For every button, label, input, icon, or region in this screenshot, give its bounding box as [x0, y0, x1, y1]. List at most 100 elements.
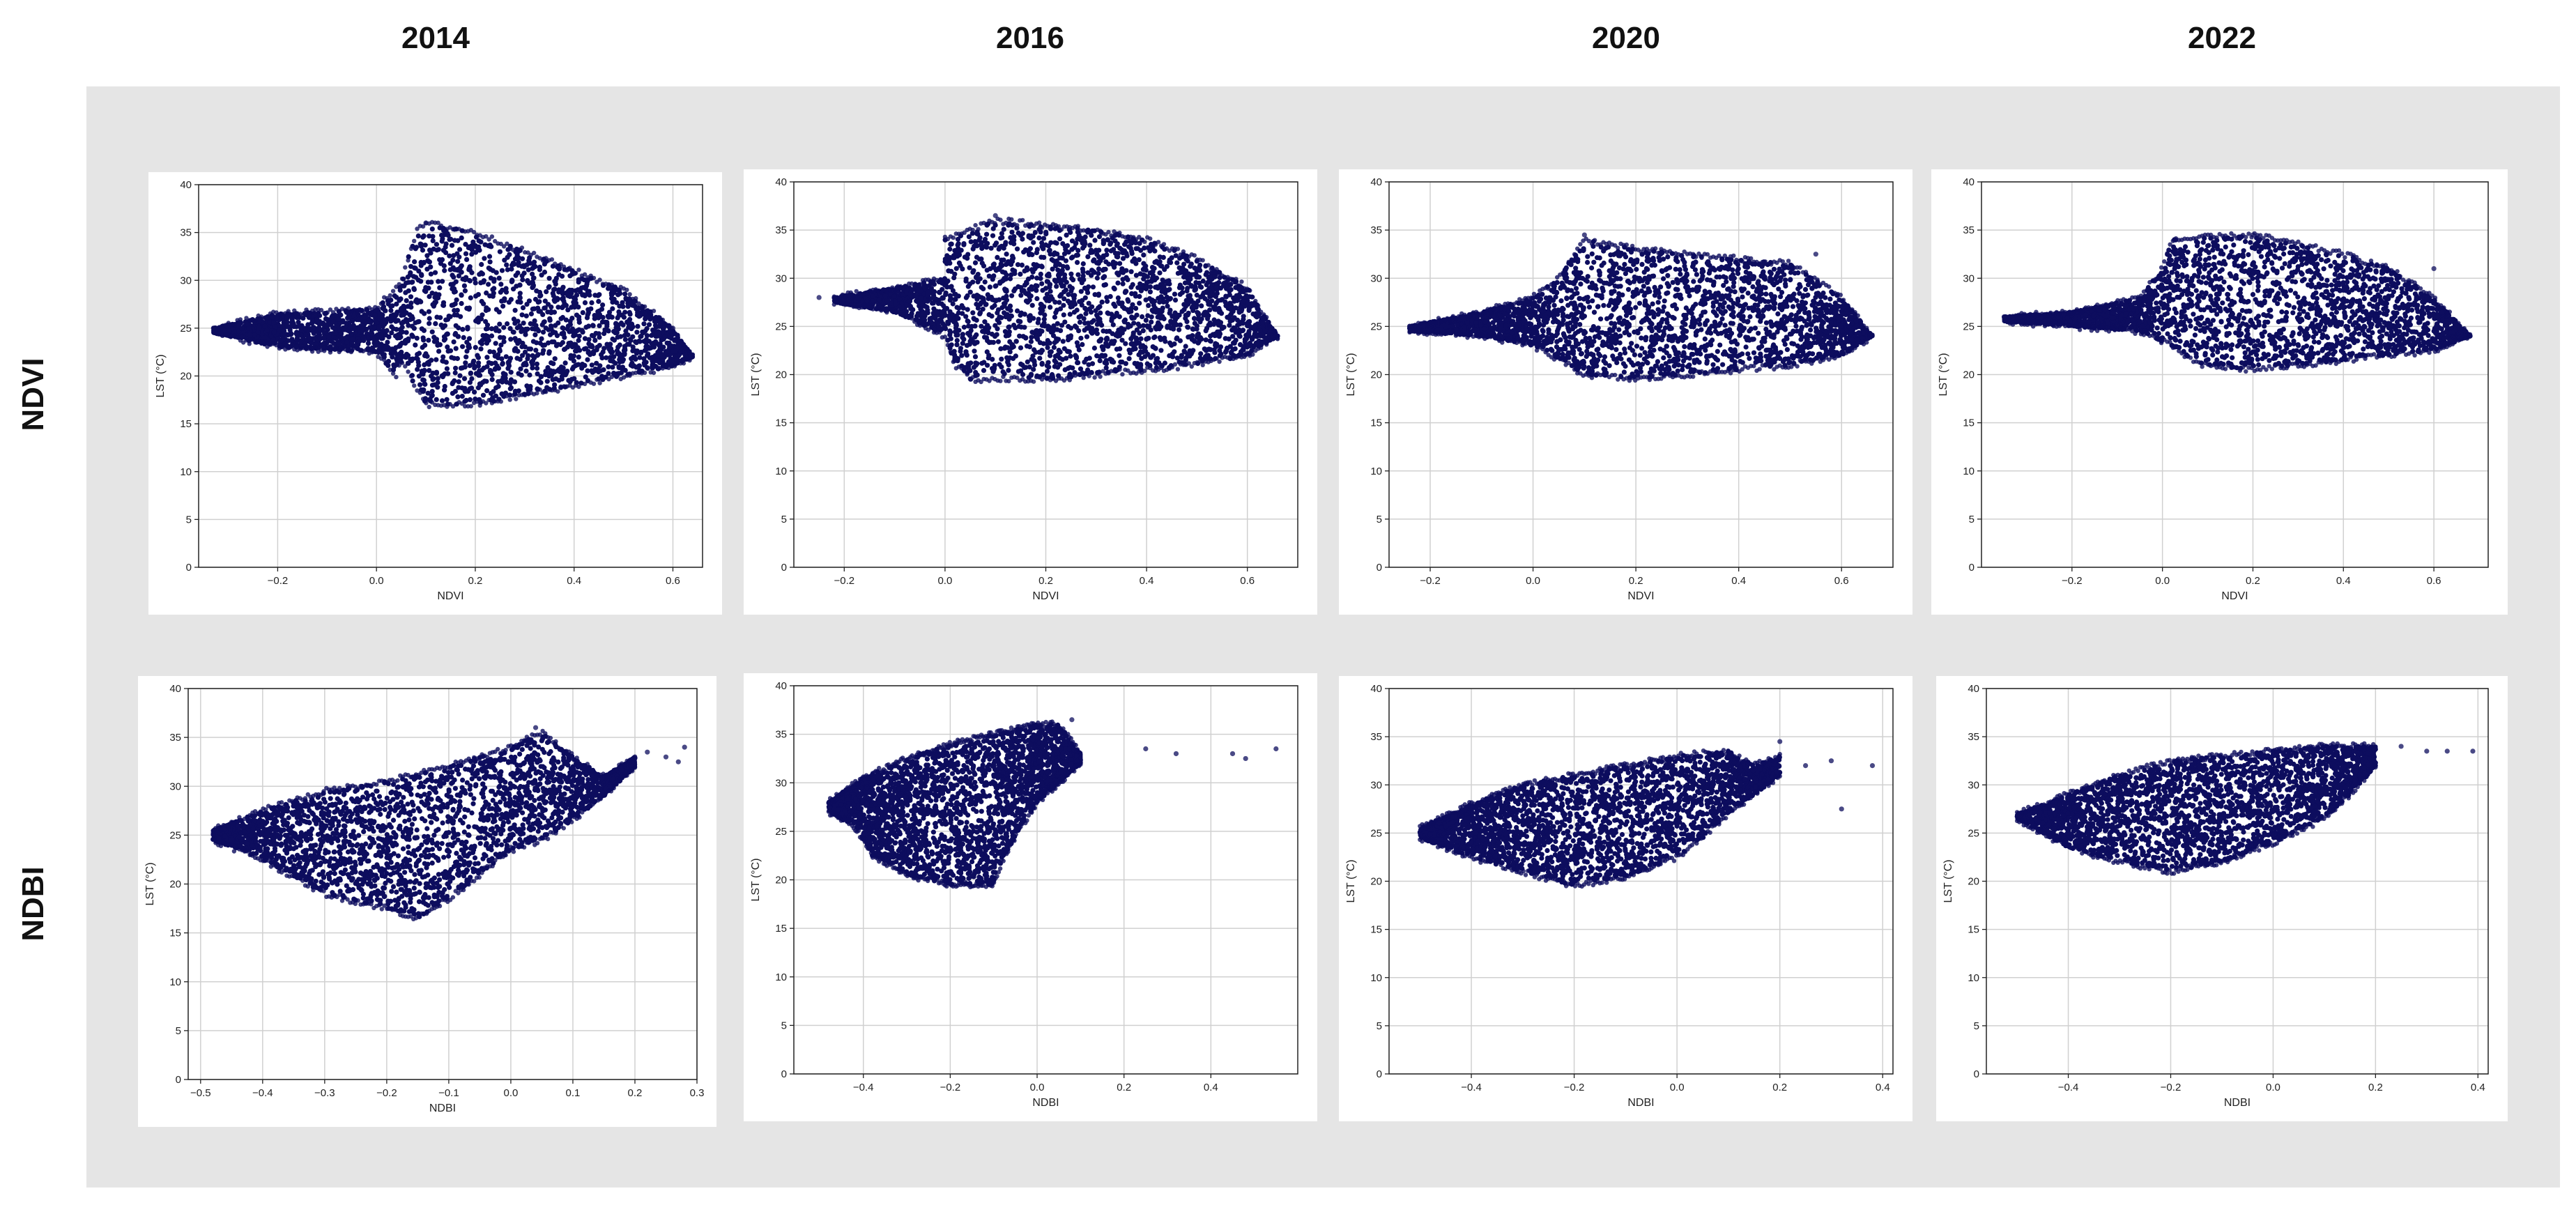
scatter-point	[589, 362, 595, 368]
scatter-point	[267, 319, 273, 325]
scatter-point	[479, 261, 484, 268]
scatter-point	[314, 313, 319, 318]
scatter-point	[954, 342, 960, 348]
scatter-point	[289, 344, 294, 349]
scatter-point	[1129, 291, 1135, 296]
scatter-point	[367, 325, 373, 330]
scatter-point	[982, 319, 988, 325]
scatter-point	[651, 309, 657, 314]
scatter-point	[672, 364, 677, 369]
scatter-point	[608, 358, 613, 364]
scatter-point	[979, 360, 985, 366]
scatter-point	[309, 349, 315, 354]
scatter-point	[408, 374, 414, 378]
scatter-point	[408, 294, 414, 300]
scatter-point	[520, 305, 526, 311]
scatter-point	[348, 331, 354, 337]
scatter-point	[511, 316, 517, 322]
scatter-point	[537, 340, 543, 346]
scatter-point	[986, 273, 992, 279]
scatter-point	[447, 237, 452, 243]
scatter-point	[994, 332, 999, 337]
scatter-point	[638, 333, 644, 339]
scatter-point	[364, 347, 369, 353]
scatter-point	[565, 268, 569, 273]
scatter-point	[542, 298, 548, 304]
scatter-point	[404, 351, 410, 357]
scatter-point	[391, 350, 397, 355]
scatter-point	[1203, 337, 1209, 343]
scatter-point	[1119, 300, 1125, 306]
scatter-point	[546, 351, 552, 356]
scatter-point	[440, 302, 446, 308]
scatter-point	[615, 315, 620, 321]
scatter-point	[979, 323, 984, 329]
scatter-point	[383, 308, 388, 314]
scatter-point	[222, 328, 228, 334]
scatter-point	[1147, 289, 1153, 295]
scatter-point	[331, 310, 336, 315]
scatter-point	[558, 316, 564, 321]
scatter-point	[1081, 316, 1087, 321]
scatter-point	[442, 387, 447, 393]
scatter-point	[1062, 243, 1068, 249]
scatter-point	[323, 323, 329, 328]
y-tick-label: 30	[180, 275, 192, 286]
scatter-point	[1041, 316, 1047, 322]
scatter-point	[376, 343, 382, 348]
scatter-point	[471, 358, 477, 364]
scatter-point	[270, 314, 275, 320]
scatter-point	[488, 275, 493, 281]
scatter-point	[1133, 291, 1138, 296]
scatter-point	[574, 270, 578, 276]
scatter-point	[955, 236, 961, 242]
scatter-point	[585, 323, 592, 329]
scatter-point	[1153, 360, 1158, 366]
scatter-point	[414, 335, 420, 341]
scatter-point	[534, 361, 540, 367]
scatter-point	[1199, 316, 1204, 322]
scatter-point	[544, 378, 550, 384]
scatter-point	[627, 337, 633, 342]
scatter-point	[1094, 275, 1100, 281]
scatter-point	[606, 314, 611, 320]
column-header-2014: 2014	[366, 21, 505, 56]
scatter-point	[597, 312, 603, 318]
scatter-point	[510, 393, 516, 398]
scatter-point	[1098, 337, 1104, 342]
scatter-point	[232, 322, 237, 327]
scatter-point	[475, 353, 480, 358]
scatter-point	[373, 318, 378, 324]
scatter-point	[1101, 266, 1107, 272]
scatter-point	[389, 330, 394, 336]
scatter-point	[953, 266, 959, 271]
scatter-point	[630, 363, 636, 369]
scatter-point	[412, 238, 417, 243]
scatter-point	[415, 277, 421, 283]
scatter-point	[385, 339, 390, 345]
scatter-point	[501, 339, 507, 344]
scatter-point	[424, 401, 429, 406]
scatter-point	[502, 298, 507, 303]
scatter-point	[617, 342, 622, 348]
scatter-point	[1108, 240, 1114, 246]
scatter-point	[361, 338, 367, 344]
scatter-point	[274, 315, 279, 321]
scatter-point	[438, 315, 443, 321]
scatter-point	[1195, 316, 1201, 322]
scatter-point	[451, 253, 457, 259]
scatter-point	[627, 373, 632, 378]
scatter-point	[1060, 263, 1066, 269]
scatter-point	[429, 329, 435, 335]
scatter-point	[999, 263, 1005, 268]
scatter-point	[499, 268, 505, 273]
scatter-point	[274, 343, 279, 348]
scatter-point	[1001, 257, 1006, 263]
scatter-point	[1247, 318, 1252, 324]
scatter-point	[1080, 269, 1086, 275]
scatter-point	[949, 284, 954, 289]
scatter-point	[610, 336, 615, 342]
scatter-point	[247, 341, 252, 346]
scatter-point	[461, 335, 466, 340]
scatter-point	[1038, 229, 1043, 235]
